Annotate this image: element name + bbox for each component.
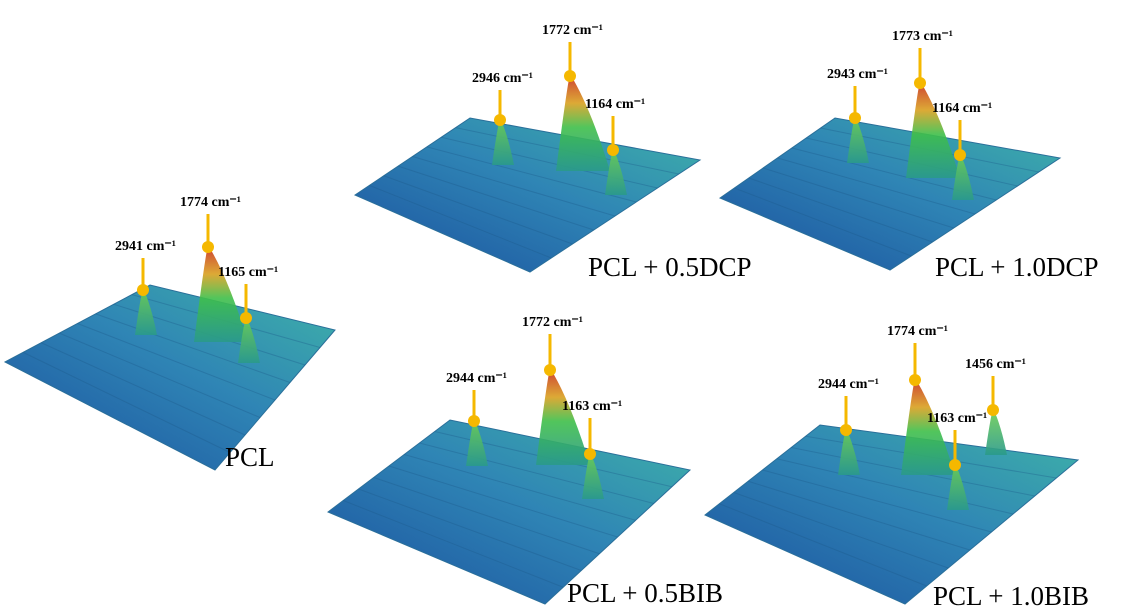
spectrum-surface bbox=[718, 117, 1062, 271]
spectrum-peak bbox=[582, 452, 604, 499]
surface-texture bbox=[404, 454, 636, 521]
spectrum-peak bbox=[985, 408, 1007, 455]
peak-label: 1164 cm⁻¹ bbox=[585, 97, 645, 112]
peak-marker bbox=[849, 112, 861, 124]
peak-label: 2943 cm⁻¹ bbox=[827, 67, 888, 82]
peak-marker bbox=[987, 404, 999, 416]
surface-texture bbox=[762, 469, 992, 533]
surface-texture bbox=[383, 175, 573, 245]
panel-label: PCL + 0.5DCP bbox=[588, 252, 752, 282]
spectrum-peak bbox=[952, 153, 974, 200]
surface-texture bbox=[22, 351, 231, 453]
surface-texture bbox=[95, 313, 291, 383]
spectrum-surface bbox=[3, 284, 336, 471]
peak-label: 2944 cm⁻¹ bbox=[818, 377, 879, 392]
surface-texture bbox=[776, 458, 1014, 515]
panel-label: PCL + 1.0DCP bbox=[935, 252, 1099, 282]
surface-texture bbox=[419, 442, 654, 504]
peak-label: 1773 cm⁻¹ bbox=[892, 29, 953, 44]
spectrum-peak bbox=[536, 368, 590, 465]
peak-marker bbox=[840, 424, 852, 436]
peak-label: 1163 cm⁻¹ bbox=[562, 399, 622, 414]
surface-texture bbox=[747, 480, 971, 551]
surface-texture bbox=[41, 342, 246, 436]
surface-texture bbox=[777, 157, 976, 215]
spectrum-peak bbox=[605, 148, 627, 195]
surface-texture bbox=[369, 184, 552, 259]
spectrum-peak bbox=[466, 419, 488, 466]
peak-marker bbox=[954, 149, 966, 161]
peak-marker bbox=[909, 374, 921, 386]
peak-label: 2944 cm⁻¹ bbox=[446, 371, 507, 386]
spectrum-peak bbox=[194, 245, 248, 342]
surface-texture bbox=[373, 477, 600, 555]
panel-label: PCL + 0.5BIB bbox=[567, 578, 723, 608]
spectrum-peak bbox=[847, 116, 869, 163]
surface-texture bbox=[426, 146, 637, 203]
panel-label: PCL + 1.0BIB bbox=[933, 581, 1089, 611]
peak-marker bbox=[137, 284, 149, 296]
surface-texture bbox=[358, 488, 582, 571]
surface-texture bbox=[397, 165, 594, 231]
peak-marker bbox=[584, 448, 596, 460]
spectrum-surface bbox=[327, 419, 692, 605]
spectrum-peak bbox=[556, 74, 610, 171]
peak-marker bbox=[564, 70, 576, 82]
surface-texture bbox=[59, 332, 261, 418]
spectrum-peak bbox=[492, 118, 514, 165]
spectrum-peak bbox=[901, 378, 955, 475]
surface-texture bbox=[719, 503, 927, 587]
peak-label: 1774 cm⁻¹ bbox=[180, 195, 241, 210]
surface-texture bbox=[412, 156, 616, 217]
peak-marker bbox=[240, 312, 252, 324]
surface-texture bbox=[343, 500, 564, 588]
peak-label: 1163 cm⁻¹ bbox=[927, 411, 987, 426]
spectrum-surface bbox=[704, 424, 1080, 605]
surface-texture bbox=[734, 187, 912, 257]
peak-marker bbox=[544, 364, 556, 376]
peak-label: 1774 cm⁻¹ bbox=[887, 324, 948, 339]
peak-label: 1772 cm⁻¹ bbox=[542, 23, 603, 38]
peak-marker bbox=[494, 114, 506, 126]
spectrum-peak bbox=[238, 316, 260, 363]
panel-label: PCL bbox=[225, 442, 275, 472]
peak-marker bbox=[949, 459, 961, 471]
peak-label: 1772 cm⁻¹ bbox=[522, 315, 583, 330]
peak-marker bbox=[202, 241, 214, 253]
peak-marker bbox=[914, 77, 926, 89]
peak-marker bbox=[607, 144, 619, 156]
spectrum-peak bbox=[947, 463, 969, 510]
peak-label: 1164 cm⁻¹ bbox=[932, 101, 992, 116]
peak-label: 1456 cm⁻¹ bbox=[965, 357, 1026, 372]
peak-label: 2941 cm⁻¹ bbox=[115, 239, 176, 254]
surface-texture bbox=[388, 465, 618, 538]
spectrum-peak bbox=[135, 288, 157, 335]
spectrum-peak bbox=[838, 428, 860, 475]
peak-marker bbox=[468, 415, 480, 427]
surface-texture bbox=[748, 177, 933, 243]
peak-label: 1165 cm⁻¹ bbox=[218, 265, 278, 280]
surface-texture bbox=[77, 323, 276, 401]
surface-texture bbox=[733, 492, 949, 569]
surface-texture bbox=[762, 167, 954, 229]
spectrum-peak bbox=[906, 81, 960, 178]
peak-label: 2946 cm⁻¹ bbox=[472, 71, 533, 86]
